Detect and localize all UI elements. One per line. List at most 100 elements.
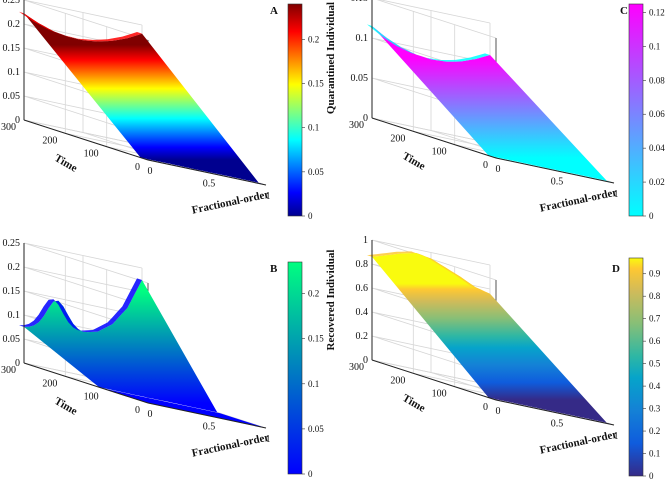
z-tick-label: 0.2 bbox=[8, 19, 21, 30]
y-tick-label: 0 bbox=[483, 402, 488, 413]
y-tick-label: 300 bbox=[349, 120, 364, 131]
colorbar-tick-label: 0.2 bbox=[308, 289, 319, 299]
y-tick-label: 200 bbox=[42, 378, 57, 389]
z-tick-label: 0 bbox=[15, 358, 20, 369]
surface-face bbox=[372, 26, 607, 181]
x-tick-label: 0 bbox=[148, 409, 153, 420]
y-axis-title: Time bbox=[400, 392, 427, 415]
panel-label: D bbox=[612, 263, 620, 275]
y-tick-label: 0 bbox=[135, 162, 140, 173]
colorbar-gradient bbox=[287, 261, 303, 475]
axes bbox=[371, 0, 615, 184]
colorbar-tick-label: 0.12 bbox=[649, 7, 665, 17]
x-tick-label: 1 bbox=[266, 191, 271, 202]
y-axis-title: Time bbox=[52, 395, 79, 418]
z-tick-label: 0.1 bbox=[356, 33, 369, 44]
z-tick-label: 0 bbox=[15, 115, 20, 126]
surface-ridge bbox=[367, 24, 490, 62]
y-tick-label: 0 bbox=[483, 160, 488, 171]
tick-labels: 0 0.05 0.1 0.15 0 0.5 1 0 100 200 300 bbox=[349, 0, 619, 200]
z-tick-label: 0.25 bbox=[3, 238, 21, 249]
x-tick-label: 0 bbox=[496, 164, 501, 175]
colorbar-tick-label: 0 bbox=[649, 211, 654, 221]
z-axis-title: Quarantined Individual bbox=[325, 2, 337, 114]
colorbar-tick-label: 0.06 bbox=[649, 109, 665, 119]
colorbar-tick-label: 0 bbox=[649, 471, 654, 481]
colorbar-tick-label: 0.2 bbox=[649, 426, 660, 436]
surface-face bbox=[24, 13, 259, 183]
x-axis-title: Fractional-order bbox=[191, 188, 271, 216]
y-axis-title: Time bbox=[52, 152, 79, 175]
z-tick-label: 0 bbox=[363, 113, 368, 124]
colorbar: 0 0.05 0.1 0.15 0.2 bbox=[287, 3, 324, 221]
x-tick-label: 0.5 bbox=[551, 419, 564, 430]
x-tick-label: 0.5 bbox=[551, 177, 564, 188]
colorbar-tick-label: 0.05 bbox=[308, 424, 324, 434]
z-tick-label: 0.1 bbox=[8, 67, 21, 78]
colorbar-gradient bbox=[628, 3, 644, 217]
y-tick-label: 100 bbox=[84, 149, 99, 160]
z-tick-label: 0.05 bbox=[3, 334, 21, 345]
colorbar-tick-label: 0.02 bbox=[649, 177, 665, 187]
colorbar-tick-label: 0.15 bbox=[308, 79, 324, 89]
z-tick-label: 0.8 bbox=[356, 259, 369, 270]
colorbar: 0 0.1 0.2 0.3 0.4 0.5 0.6 0.7 0.8 0.9 bbox=[628, 257, 661, 481]
colorbar-gradient bbox=[287, 3, 303, 217]
tick-labels: 0 0.05 0.1 0.15 0.2 0.25 0 0.5 1 0 100 200 300 bbox=[1, 0, 271, 202]
colorbar-tick-label: 0.1 bbox=[649, 449, 660, 459]
x-tick-label: 0.5 bbox=[203, 422, 216, 433]
z-tick-label: 0.15 bbox=[351, 0, 369, 4]
surface-ridge bbox=[367, 251, 490, 294]
surface bbox=[19, 278, 266, 428]
y-axis-title: Time bbox=[400, 150, 427, 173]
z-tick-label: 0.4 bbox=[356, 307, 369, 318]
chart-panel-b: 00.050.10.150.20.2500.510100200300Vaccin… bbox=[1, 238, 324, 479]
chart-panel-a: 00.050.10.150.20.2500.510100200300Infect… bbox=[1, 0, 324, 221]
y-tick-label: 200 bbox=[390, 133, 405, 144]
colorbar-tick-label: 0.6 bbox=[649, 336, 661, 346]
y-tick-label: 0 bbox=[135, 405, 140, 416]
surface-face bbox=[372, 253, 607, 423]
tick-labels: 0 0.05 0.1 0.15 0.2 0.25 0 0.5 1 0 100 200 300 bbox=[1, 238, 271, 445]
x-tick-label: 1 bbox=[614, 431, 619, 442]
chart-panel-c: 0 0.05 0.1 0.15 0 0.5 1 0 100 200 300 Quarantined I… bbox=[325, 0, 665, 221]
x-tick-label: 1 bbox=[266, 434, 271, 445]
colorbar-tick-label: 0.04 bbox=[649, 143, 665, 153]
tick-labels: 0 0.2 0.4 0.6 0.8 1 0 0.5 1 0 100 200 300 bbox=[349, 235, 619, 442]
colorbar-tick-label: 0 bbox=[308, 469, 313, 479]
x-axis-title: Fractional-order bbox=[539, 186, 619, 214]
panel-label: B bbox=[270, 263, 278, 275]
z-tick-label: 0.2 bbox=[356, 331, 369, 342]
colorbar-tick-label: 0.1 bbox=[649, 41, 660, 51]
colorbar-tick-label: 0 bbox=[308, 211, 313, 221]
colorbar-tick-label: 0.2 bbox=[308, 34, 319, 44]
colorbar-tick-label: 0.4 bbox=[649, 381, 661, 391]
y-tick-label: 100 bbox=[432, 389, 447, 400]
chart-panel-d: 0 0.2 0.4 0.6 0.8 1 0 0.5 1 0 100 200 300 Recovered I… bbox=[325, 235, 661, 481]
y-tick-label: 200 bbox=[390, 375, 405, 386]
colorbar-tick-label: 0.3 bbox=[649, 404, 661, 414]
z-axis-title: Recovered Individual bbox=[325, 250, 337, 351]
colorbar-tick-label: 0.05 bbox=[308, 167, 324, 177]
y-tick-label: 300 bbox=[1, 122, 16, 133]
colorbar-tick-label: 0.08 bbox=[649, 75, 665, 85]
panel-label: C bbox=[620, 5, 628, 17]
colorbar-tick-label: 0.1 bbox=[308, 379, 319, 389]
colorbar-tick-label: 0.8 bbox=[649, 291, 661, 301]
surface-ridge bbox=[19, 11, 142, 42]
x-axis-title: Fractional-order bbox=[539, 428, 619, 456]
colorbar-tick-label: 0.15 bbox=[308, 334, 324, 344]
axes bbox=[23, 243, 267, 429]
surface-floor bbox=[101, 388, 266, 428]
z-tick-label: 0.15 bbox=[3, 43, 21, 54]
axes bbox=[23, 0, 267, 186]
x-axis-title: Fractional-order bbox=[191, 431, 271, 459]
y-tick-label: 100 bbox=[432, 147, 447, 158]
colorbar: 0 0.02 0.04 0.06 0.08 0.1 0.12 bbox=[628, 3, 665, 221]
z-tick-label: 0.25 bbox=[3, 0, 21, 6]
colorbar-gradient bbox=[628, 257, 644, 477]
colorbar-tick-label: 0.5 bbox=[649, 359, 661, 369]
x-tick-label: 1 bbox=[614, 189, 619, 200]
surface-ridge bbox=[19, 278, 142, 333]
